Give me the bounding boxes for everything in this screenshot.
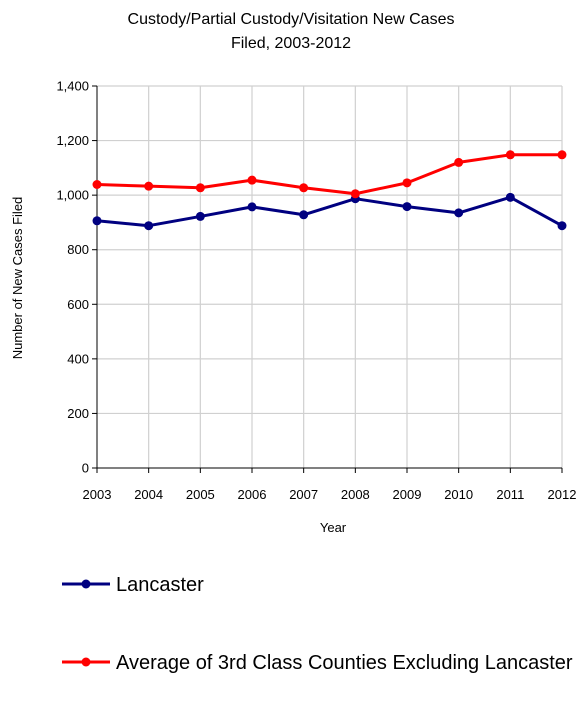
data-point-lancaster [92,216,102,226]
y-axis-label: Number of New Cases Filed [10,197,25,360]
y-tick-label: 400 [67,351,89,366]
y-tick-label: 600 [67,297,89,312]
data-point-average [92,180,102,190]
x-axis-ticks: 2003 2004 2005 2006 2007 2008 2009 2010 2011 2012 [83,468,577,502]
data-point-average [454,157,464,167]
x-tick-label: 2010 [444,487,473,502]
axes [96,86,562,469]
legend-swatch-lancaster [62,579,110,589]
y-tick-label: 200 [67,406,89,421]
x-tick-label: 2005 [186,487,215,502]
x-tick-label: 2006 [238,487,267,502]
data-point-average [144,181,154,191]
series-line-lancaster [96,195,563,228]
x-tick-label: 2011 [496,487,524,502]
data-point-lancaster [557,221,567,231]
y-axis-ticks: 0 200 400 600 800 1,000 1,200 1,400 [56,79,97,476]
legend-item-average: Average of 3rd Class Counties Excluding … [60,652,582,674]
y-tick-label: 0 [82,461,89,476]
data-point-average [195,183,205,193]
chart-title-line1: Custody/Partial Custody/Visitation New C… [127,11,455,28]
x-tick-label: 2004 [134,487,163,502]
x-tick-label: 2008 [341,487,370,502]
y-tick-label: 1,000 [56,188,89,203]
y-tick-label: 1,200 [56,133,89,148]
data-point-lancaster [144,221,154,231]
series-line-average [96,153,562,196]
data-point-average [557,150,567,160]
y-tick-label: 800 [67,242,89,257]
legend-swatch-average [62,657,110,667]
legend-item-lancaster: Lancaster [60,574,204,596]
data-point-lancaster [299,210,309,220]
chart-title: Custody/Partial Custody/Visitation New C… [0,8,582,56]
y-tick-label: 1,400 [56,79,89,94]
x-tick-label: 2007 [289,487,318,502]
data-series [92,150,567,231]
data-point-average [350,189,360,199]
data-point-lancaster [247,202,257,212]
data-point-average [299,183,309,193]
data-point-average [402,178,412,188]
x-tick-label: 2009 [393,487,422,502]
data-point-average [505,150,515,160]
x-axis-label: Year [320,520,347,535]
chart-title-line2: Filed, 2003-2012 [230,35,352,52]
legend-label-lancaster: Lancaster [116,574,204,596]
x-tick-label: 2003 [83,487,112,502]
legend-label-average: Average of 3rd Class Counties Excluding … [116,652,573,674]
data-point-lancaster [505,192,515,202]
data-point-average [247,175,257,185]
x-tick-label: 2012 [548,487,577,502]
data-point-lancaster [454,208,464,218]
grid-lines [97,85,563,468]
data-point-lancaster [402,202,412,212]
data-point-lancaster [195,211,205,221]
